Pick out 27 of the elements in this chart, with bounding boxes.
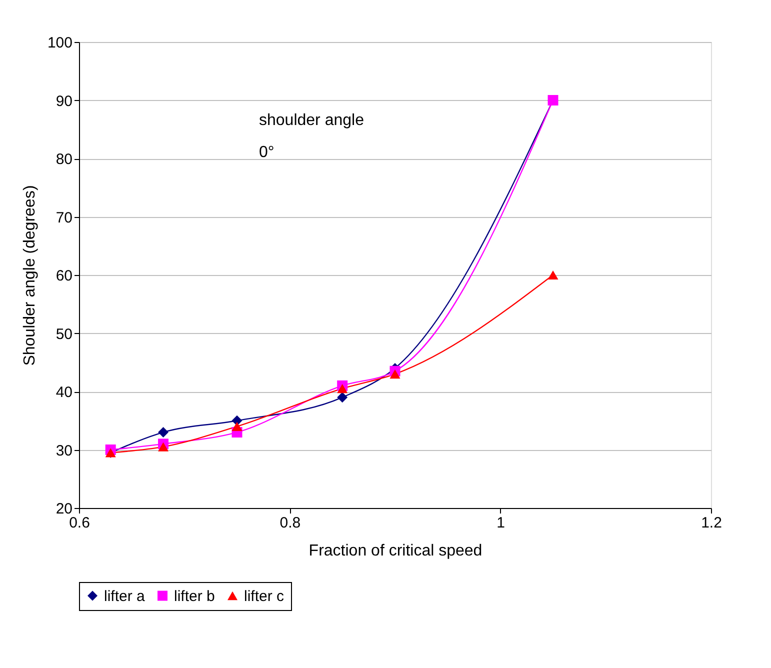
point: [158, 442, 169, 452]
y-tick-label: 50: [56, 326, 72, 343]
y-tick-label: 60: [56, 268, 72, 284]
annotation: 0°: [259, 144, 274, 161]
point: [158, 427, 169, 438]
y-tick-label: 90: [56, 92, 72, 110]
legend-label: lifter c: [244, 588, 285, 605]
x-tick-label: 1: [496, 514, 506, 532]
point: [337, 384, 348, 394]
y-axis-title: Shoulder angle (degrees): [21, 185, 38, 366]
point: [232, 422, 242, 431]
y-tick-label: 80: [56, 151, 72, 168]
legend-label: lifter b: [174, 588, 215, 605]
x-tick-label: 1.2: [701, 514, 722, 532]
y-tick-label: 40: [56, 384, 72, 401]
y-tick-label: 20: [56, 500, 72, 518]
point: [337, 392, 348, 403]
annotation: shoulder angle: [259, 112, 364, 129]
legend-label: lifter a: [104, 588, 146, 605]
point: [390, 369, 400, 379]
x-tick-label: 0.8: [280, 514, 301, 532]
y-tick-label: 70: [56, 209, 72, 226]
x-axis-title: Fraction of critical speed: [308, 542, 482, 560]
point: [548, 270, 558, 280]
x-tick-label: 0.6: [69, 514, 90, 532]
y-tick-label: 100: [47, 34, 72, 52]
y-tick-label: 30: [56, 442, 72, 460]
